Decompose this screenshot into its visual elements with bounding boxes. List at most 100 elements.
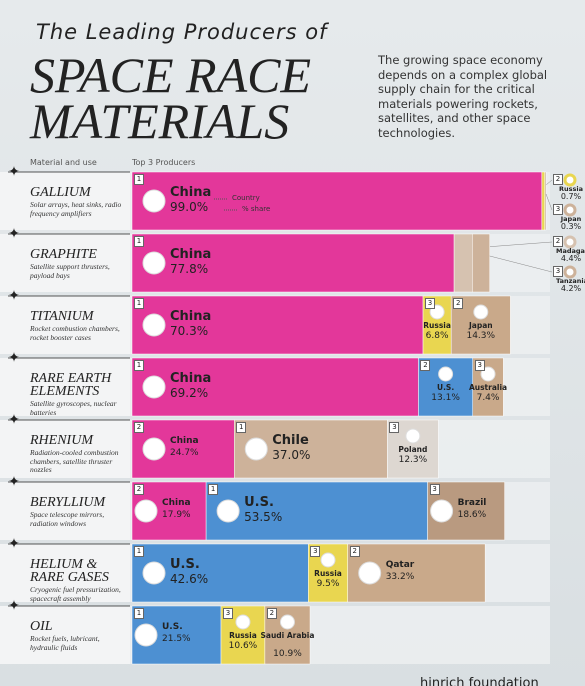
- flag: [142, 189, 166, 213]
- producer-share: 17.9%: [162, 510, 191, 520]
- flag: [142, 313, 166, 337]
- bar-segment: [131, 357, 419, 417]
- producer-name: China: [170, 185, 212, 200]
- star: ✦: [8, 474, 20, 490]
- producer-name: Japan: [560, 215, 582, 223]
- subtitle: The growing space economy depends on a c…: [378, 53, 548, 140]
- bar-segment: [205, 481, 428, 541]
- flag: [473, 304, 489, 320]
- material-name: GRAPHITE: [30, 247, 97, 262]
- star: ✦: [8, 164, 20, 180]
- flag: [563, 235, 577, 249]
- producer-name: Brazil: [457, 498, 487, 508]
- bar-segment: [544, 171, 547, 231]
- flag: [134, 499, 158, 523]
- source: hinrich foundation: [420, 676, 539, 686]
- flag: [142, 437, 166, 461]
- producer-name: U.S.: [244, 495, 274, 510]
- rank-box: 3: [474, 360, 485, 371]
- producer-name: Russia: [559, 185, 583, 193]
- flag: [320, 552, 336, 568]
- star: ✦: [8, 598, 20, 614]
- producer-share: 13.1%: [431, 393, 460, 403]
- material-use: Cryogenic fuel pressurization, spacecraf…: [30, 585, 121, 603]
- producer-share: 7.4%: [476, 393, 500, 403]
- producer-name: Qatar: [385, 560, 415, 570]
- producer-share: 12.3%: [398, 455, 428, 465]
- leader-line: [489, 255, 553, 273]
- producer-share: 99.0%: [170, 200, 209, 214]
- rank-box: 3: [389, 422, 400, 433]
- star: ✦: [8, 350, 20, 366]
- rank-box: 1: [134, 608, 144, 619]
- flag: [142, 561, 166, 585]
- rank-box: 2: [134, 422, 144, 433]
- producer-name: Japan: [468, 321, 493, 330]
- star: ✦: [8, 226, 20, 242]
- producer-share: 10.6%: [228, 641, 258, 651]
- flag: [358, 561, 382, 585]
- producer-share: 4.2%: [560, 284, 582, 293]
- material-use: Space telescope mirrors, radiation windo…: [30, 510, 105, 528]
- flag: [405, 428, 421, 444]
- rank-box: 3: [429, 484, 440, 495]
- flag: [279, 614, 295, 630]
- producer-name: Poland: [398, 445, 428, 454]
- leader-line: [545, 193, 553, 211]
- flag: [244, 437, 268, 461]
- producer-name: Saudi Arabia: [260, 631, 315, 640]
- material-name: TITANIUM: [30, 309, 94, 324]
- material-use: Rocket combustion chambers, rocket boost…: [30, 324, 120, 342]
- producer-share: 14.3%: [466, 331, 496, 341]
- rank-box: 1: [134, 236, 144, 247]
- material-name: HELIUM & RARE GASES: [30, 557, 109, 585]
- producer-name: Madagascar: [556, 247, 585, 255]
- producer-name: Russia: [229, 631, 257, 640]
- title: SPACE RACE MATERIALS: [30, 47, 312, 149]
- producer-share: 4.4%: [560, 254, 582, 263]
- label-panel: [0, 234, 130, 292]
- flag: [438, 366, 454, 382]
- rank-box: 2: [553, 236, 563, 247]
- bar-segment: [472, 233, 490, 293]
- column-header: Top 3 Producers: [132, 158, 196, 167]
- label-panel: [0, 420, 130, 478]
- rank-box: 1: [236, 422, 247, 433]
- producer-name: U.S.: [170, 557, 200, 572]
- producer-name: Tanzania: [556, 277, 585, 285]
- material-name: RARE EARTH ELEMENTS: [30, 371, 112, 399]
- producer-share: 70.3%: [170, 324, 209, 338]
- producer-share: 0.7%: [560, 192, 582, 201]
- rank-box: 3: [425, 298, 436, 309]
- producer-share: 6.8%: [425, 331, 449, 341]
- flag: [563, 173, 577, 187]
- rank-box: 2: [553, 174, 563, 185]
- flag: [563, 203, 577, 217]
- rank-box: 3: [553, 266, 563, 277]
- material-name: RHENIUM: [30, 433, 93, 448]
- annotation: % share: [242, 205, 271, 213]
- producer-name: Australia: [468, 383, 508, 392]
- rank-box: 2: [349, 546, 360, 557]
- flag: [142, 375, 166, 399]
- star: ✦: [8, 412, 20, 428]
- flag: [142, 251, 166, 275]
- rank-box: 3: [223, 608, 233, 619]
- producer-name: China: [170, 436, 199, 446]
- material-name: BERYLLIUM: [30, 495, 106, 510]
- label-panel: [0, 606, 130, 664]
- producer-name: U.S.: [436, 383, 455, 392]
- material-name: OIL: [30, 619, 53, 634]
- bar-segment: [541, 171, 546, 231]
- rank-box: 3: [553, 204, 563, 215]
- flag: [235, 614, 251, 630]
- material-name: GALLIUM: [30, 185, 91, 200]
- column-header: Material and use: [30, 158, 97, 167]
- producer-share: 37.0%: [272, 448, 311, 462]
- producer-name: Chile: [272, 433, 309, 448]
- producer-share: 0.3%: [560, 222, 582, 231]
- rank-box: 1: [134, 546, 144, 557]
- producer-name: China: [170, 371, 212, 386]
- rank-box: 1: [134, 360, 144, 371]
